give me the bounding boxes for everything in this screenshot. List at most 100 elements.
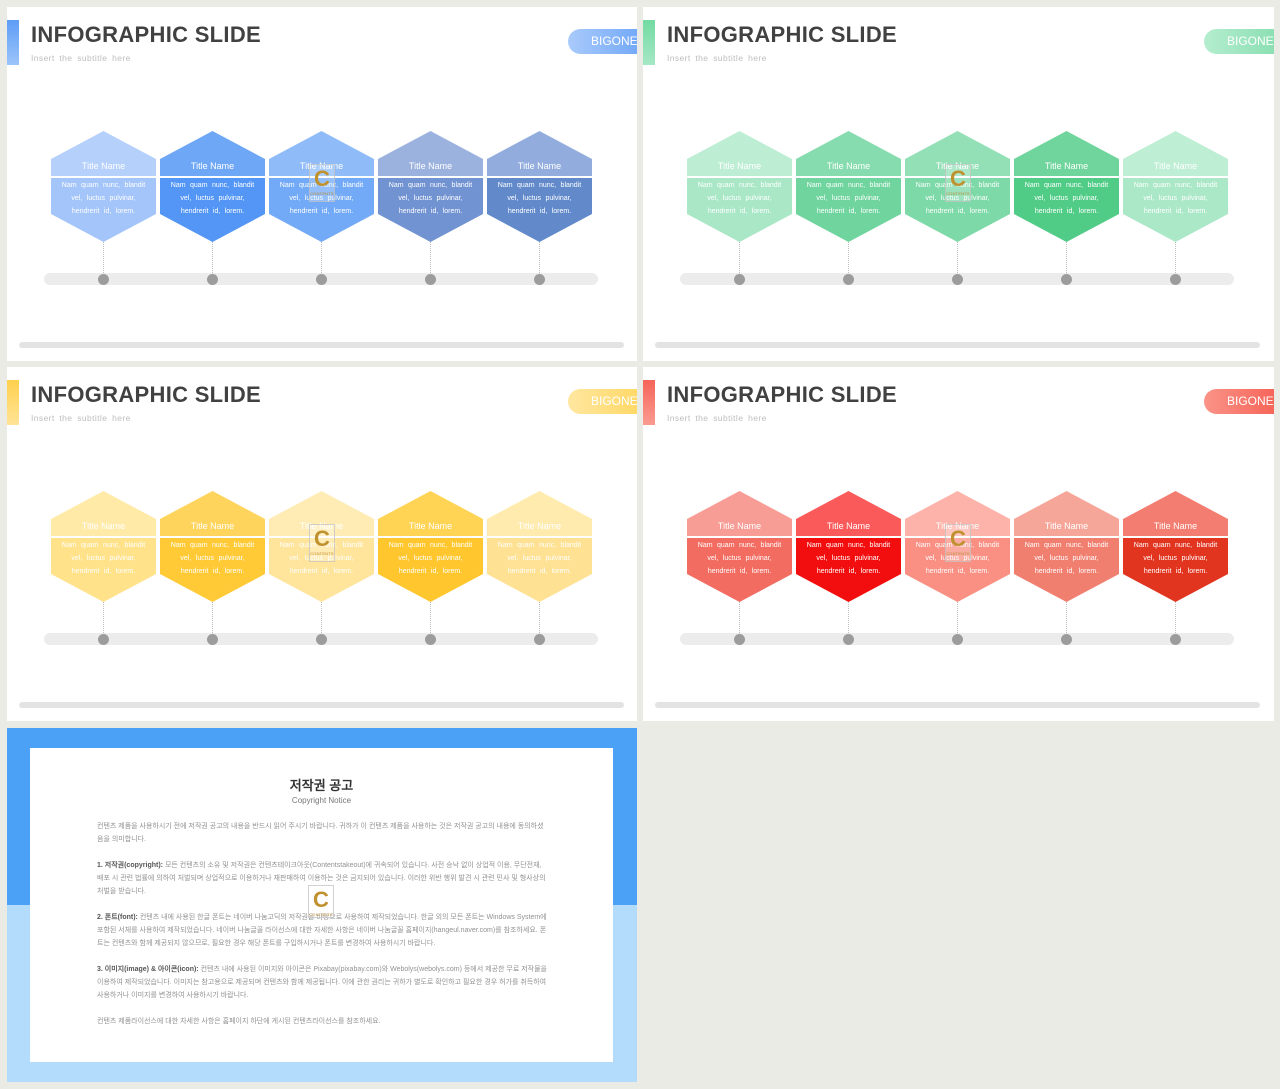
hexagon-shape (487, 131, 592, 242)
hexagon-card: Title Name Nam quam nunc, blandit vel, luc… (269, 131, 374, 242)
timeline-dot (425, 633, 436, 645)
timeline-connector (1175, 602, 1176, 633)
notice-paragraph: 컨텐츠 제품을 사용하시기 전에 저작권 공고의 내용을 반드시 읽어 주시기 … (97, 820, 548, 846)
hexagon-text-line: hendrerit id, lorem. (1034, 208, 1099, 215)
hexagon-card: Title Name Nam quam nunc, blandit vel, luc… (51, 491, 156, 602)
hexagon-text-line: vel, luctus pulvinar, (71, 555, 136, 562)
hexagon-text-line: vel, luctus pulvinar, (180, 555, 245, 562)
hexagon-text-line: Nam quam nunc, blandit (697, 542, 782, 549)
notice-paragraph: 3. 이미지(image) & 아이콘(icon): 컨텐츠 내에 사용된 이미… (97, 963, 548, 1002)
timeline-connector (321, 242, 322, 273)
timeline-dot (316, 633, 327, 645)
hexagon-text-line: hendrerit id, lorem. (816, 568, 881, 575)
hexagon-title: Title Name (190, 521, 235, 531)
hexagon-title: Title Name (826, 161, 871, 171)
timeline-dot (1170, 633, 1181, 645)
hexagon-card: Title Name Nam quam nunc, blandit vel, luc… (269, 491, 374, 602)
hexagon-shape (1123, 491, 1228, 602)
timeline-dot (952, 633, 963, 645)
hexagon-title: Title Name (517, 161, 562, 171)
hexagon-text-line: Nam quam nunc, blandit (1133, 542, 1218, 549)
hexagon-shape (1014, 131, 1119, 242)
hexagon-title: Title Name (717, 161, 762, 171)
hexagon-title-band (1123, 131, 1228, 176)
hexagon-title: Title Name (517, 521, 562, 531)
watermark-logo: C CONTENTS (308, 885, 334, 918)
hexagon-shape (269, 131, 374, 242)
watermark-text: CONTENTS (310, 191, 334, 196)
watermark-letter: C (950, 526, 966, 551)
timeline-dot (1061, 633, 1072, 645)
hexagon-shape (487, 491, 592, 602)
slide-title: INFOGRAPHIC SLIDE (667, 22, 897, 47)
hexagon-text-line: vel, luctus pulvinar, (816, 195, 881, 202)
hexagon-body (1123, 178, 1228, 242)
timeline-connector (103, 242, 104, 273)
hexagon-text-line: vel, luctus pulvinar, (707, 555, 772, 562)
hexagon-text-line: vel, luctus pulvinar, (707, 195, 772, 202)
hexagon-title: Title Name (81, 521, 126, 531)
watermark-letter: C (313, 887, 329, 912)
hexagon-card: Title Name Nam quam nunc, blandit vel, luc… (51, 131, 156, 242)
notice-card: 저작권 공고 Copyright Notice 컨텐츠 제품을 사용하시기 전에… (30, 748, 613, 1062)
hexagon-card: Title Name Nam quam nunc, blandit vel, luc… (905, 131, 1010, 242)
hexagon-title-band (160, 131, 265, 176)
hexagon-body (1014, 178, 1119, 242)
hexagon-text-line: vel, luctus pulvinar, (289, 195, 354, 202)
timeline-connector (539, 242, 540, 273)
hexagon-text-line: Nam quam nunc, blandit (806, 182, 891, 189)
hexagon-text-line: hendrerit id, lorem. (398, 568, 463, 575)
hexagon-title-band (1014, 491, 1119, 536)
timeline-connector (848, 602, 849, 633)
hexagon-body (378, 538, 483, 602)
hexagon-title: Title Name (1153, 161, 1198, 171)
hexagon-card: Title Name Nam quam nunc, blandit vel, luc… (160, 131, 265, 242)
watermark-text: CONTENTS (946, 551, 970, 556)
hexagon-text-line: hendrerit id, lorem. (1143, 568, 1208, 575)
hexagon-text-line: vel, luctus pulvinar, (1034, 555, 1099, 562)
hexagon-text-line: hendrerit id, lorem. (289, 568, 354, 575)
hexagon-title-band (378, 491, 483, 536)
timeline-connector (212, 242, 213, 273)
hexagon-text-line: hendrerit id, lorem. (71, 568, 136, 575)
hexagon-card: Title Name Nam quam nunc, blandit vel, luc… (687, 131, 792, 242)
hexagon-title-band (378, 131, 483, 176)
hexagon-text-line: hendrerit id, lorem. (816, 208, 881, 215)
hexagon-body (1123, 538, 1228, 602)
hexagon-title: Title Name (826, 521, 871, 531)
watermark-text: CONTENTS (309, 912, 333, 917)
hexagon-body (905, 178, 1010, 242)
timeline-dot (207, 273, 218, 285)
hexagon-title-band (905, 131, 1010, 176)
hexagon-text-line: Nam quam nunc, blandit (697, 182, 782, 189)
slide-subtitle: Insert the subtitle here (667, 413, 767, 423)
timeline-dot (98, 633, 109, 645)
hexagon-text-line: Nam quam nunc, blandit (915, 542, 1000, 549)
hexagon-shape (905, 131, 1010, 242)
hexagon-shape (796, 131, 901, 242)
hexagon-title: Title Name (299, 521, 344, 531)
hexagon-text-line: Nam quam nunc, blandit (806, 542, 891, 549)
timeline-dot (952, 273, 963, 285)
hexagon-title: Title Name (935, 521, 980, 531)
notice-paragraph-label: 1. 저작권(copyright): (97, 862, 163, 869)
timeline-connector (848, 242, 849, 273)
hexagon-card: Title Name Nam quam nunc, blandit vel, luc… (796, 131, 901, 242)
hexagon-text-line: vel, luctus pulvinar, (507, 195, 572, 202)
hexagon-text-line: Nam quam nunc, blandit (1133, 182, 1218, 189)
hexagon-text-line: vel, luctus pulvinar, (180, 195, 245, 202)
hexagon-text-line: Nam quam nunc, blandit (61, 182, 146, 189)
timeline-dot (843, 273, 854, 285)
hexagon-text-line: vel, luctus pulvinar, (1034, 195, 1099, 202)
timeline-dot (207, 633, 218, 645)
hexagon-title: Title Name (299, 161, 344, 171)
hexagon-text-line: hendrerit id, lorem. (507, 208, 572, 215)
hexagon-title: Title Name (1153, 521, 1198, 531)
hexagon-shape (1014, 491, 1119, 602)
hexagon-body (905, 538, 1010, 602)
hexagon-title-band (51, 491, 156, 536)
hexagon-text-line: hendrerit id, lorem. (180, 568, 245, 575)
copyright-notice-slide: 저작권 공고 Copyright Notice 컨텐츠 제품을 사용하시기 전에… (7, 728, 637, 1082)
notice-title: 저작권 공고 (289, 778, 354, 793)
timeline-connector (212, 602, 213, 633)
